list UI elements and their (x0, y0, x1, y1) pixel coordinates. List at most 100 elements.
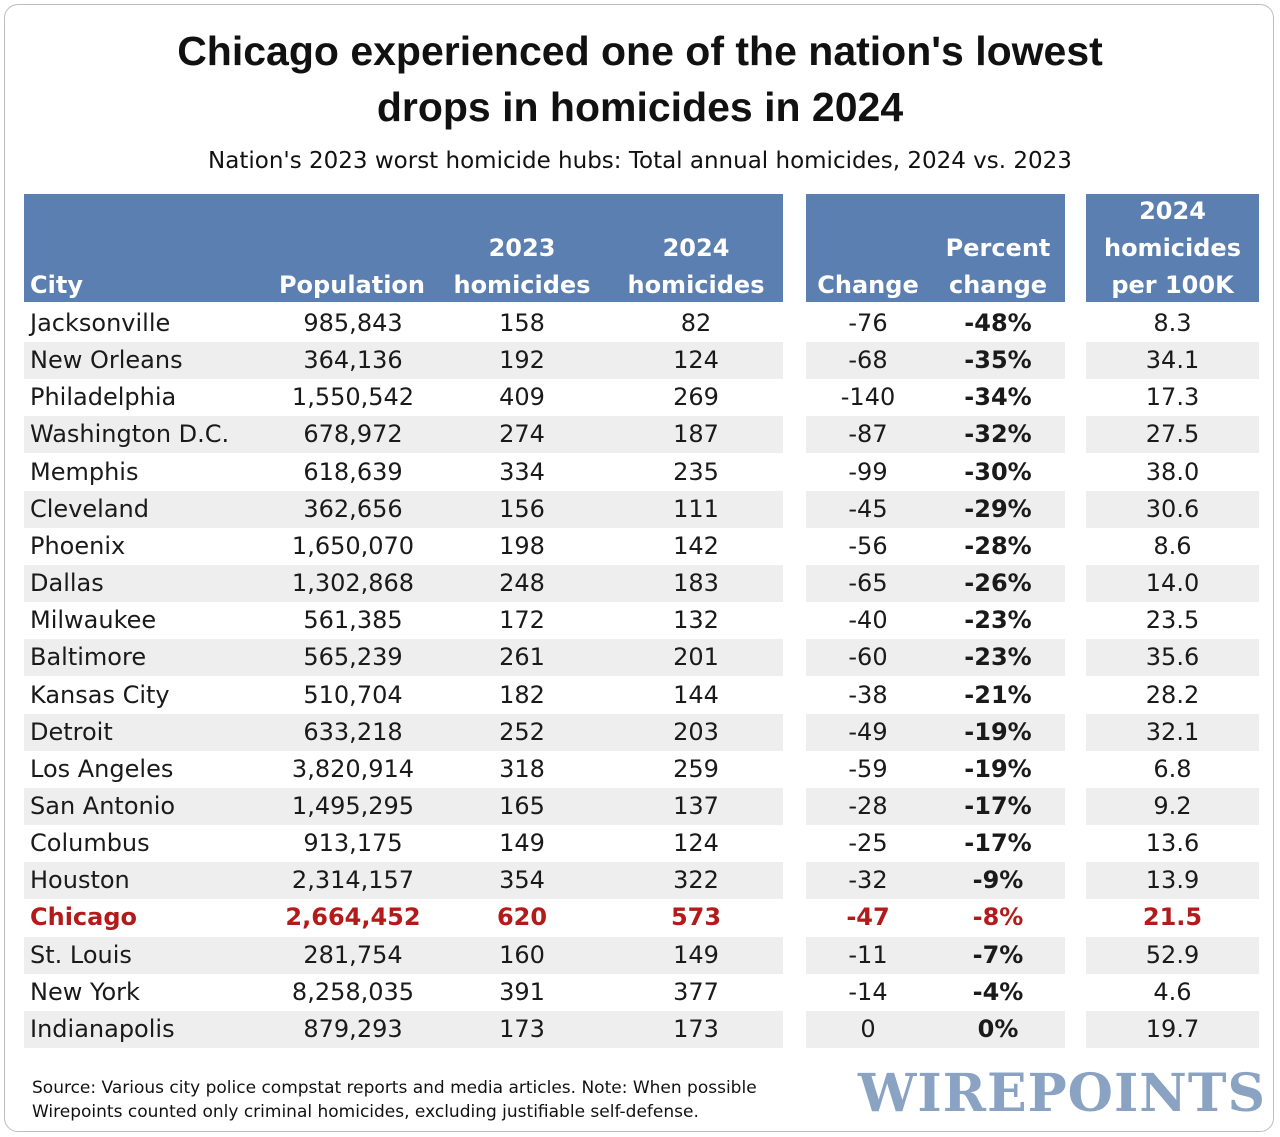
row-stripe (806, 1010, 1065, 1048)
cell-city: New Orleans (30, 346, 183, 375)
cell-homicides-2023: 252 (499, 717, 545, 746)
cell-percent-change: 0% (977, 1014, 1019, 1043)
cell-population: 8,258,035 (291, 977, 415, 1006)
cell-change: -11 (848, 940, 888, 969)
cell-change: -87 (848, 420, 888, 449)
cell-population: 510,704 (303, 680, 403, 709)
row-stripe (1086, 490, 1259, 528)
source-note: Source: Various city police compstat rep… (32, 1076, 757, 1124)
cell-city: San Antonio (30, 791, 176, 820)
cell-change: -65 (848, 569, 888, 598)
cell-homicides-2023: 149 (499, 829, 545, 858)
cell-per-100k: 19.7 (1145, 1014, 1200, 1043)
cell-homicides-2024: 201 (673, 643, 719, 672)
cell-city: Columbus (30, 829, 150, 858)
cell-population: 2,664,452 (285, 903, 421, 932)
cell-city: New York (30, 977, 140, 1006)
cell-per-100k: 38.0 (1145, 457, 1200, 486)
cell-city: Kansas City (30, 680, 170, 709)
cell-change: -49 (848, 717, 888, 746)
cell-percent-change: -34% (964, 383, 1032, 412)
cell-homicides-2024: 111 (673, 494, 719, 523)
cell-homicides-2023: 192 (499, 346, 545, 375)
cell-change: -14 (848, 977, 888, 1006)
cell-homicides-2024: 124 (673, 829, 719, 858)
row-stripe (1086, 787, 1259, 825)
cell-city: St. Louis (30, 940, 132, 969)
cell-city: Jacksonville (30, 309, 171, 337)
cell-change: -38 (848, 680, 888, 709)
header-block-main (24, 194, 783, 302)
cell-homicides-2024: 183 (673, 569, 719, 598)
cell-per-100k: 8.6 (1153, 531, 1192, 560)
cell-change: -45 (848, 494, 888, 523)
header-city: City (30, 271, 83, 299)
cell-population: 985,843 (303, 309, 403, 337)
cell-change: -25 (848, 829, 888, 858)
cell-population: 561,385 (303, 606, 403, 635)
header-2023-line-1: 2023 (488, 234, 556, 262)
row-stripe (806, 490, 1065, 528)
cell-city: Los Angeles (30, 754, 174, 783)
cell-change: -47 (846, 903, 890, 932)
cell-homicides-2024: 132 (673, 606, 719, 635)
cell-per-100k: 23.5 (1145, 606, 1200, 635)
cell-per-100k: 27.5 (1145, 420, 1200, 449)
header-change: Change (817, 271, 919, 299)
header-2024-line-1: 2024 (662, 234, 730, 262)
row-stripe (24, 936, 783, 974)
cell-population: 678,972 (303, 420, 403, 449)
cell-percent-change: -21% (964, 680, 1032, 709)
cell-per-100k: 9.2 (1153, 791, 1192, 820)
cell-city: Phoenix (30, 531, 126, 560)
row-stripe (806, 862, 1065, 900)
cell-percent-change: -48% (964, 309, 1032, 337)
header-2023-line-2: homicides (453, 271, 591, 299)
header-percent-line-2: change (948, 271, 1048, 299)
cell-change: -40 (848, 606, 888, 635)
cell-change: -59 (848, 754, 888, 783)
cell-population: 1,495,295 (291, 791, 415, 820)
cell-percent-change: -32% (964, 420, 1032, 449)
row-stripe (1086, 713, 1259, 751)
row-stripe (24, 713, 783, 751)
cell-city: Philadelphia (30, 383, 177, 412)
chart-title-line-2: drops in homicides in 2024 (376, 84, 904, 130)
cell-homicides-2024: 149 (673, 940, 719, 969)
cell-homicides-2024: 269 (673, 383, 719, 412)
row-stripe (24, 490, 783, 528)
cell-population: 362,656 (303, 494, 403, 523)
cell-percent-change: -30% (964, 457, 1032, 486)
cell-population: 2,314,157 (291, 866, 415, 895)
cell-change: -32 (848, 866, 888, 895)
row-stripe (806, 342, 1065, 380)
cell-per-100k: 17.3 (1145, 383, 1200, 412)
cell-city: Dallas (30, 569, 104, 598)
row-stripe (24, 1010, 783, 1048)
cell-homicides-2023: 248 (499, 569, 545, 598)
cell-homicides-2024: 124 (673, 346, 719, 375)
cell-homicides-2023: 354 (499, 866, 545, 895)
cell-homicides-2023: 156 (499, 494, 545, 523)
cell-per-100k: 30.6 (1145, 494, 1200, 523)
chart-subtitle: Nation's 2023 worst homicide hubs: Total… (208, 148, 1072, 174)
cell-city: Milwaukee (30, 606, 157, 635)
header-rate-line-3: per 100K (1111, 271, 1234, 299)
cell-change: -99 (848, 457, 888, 486)
row-stripe (1086, 342, 1259, 380)
cell-per-100k: 4.6 (1153, 977, 1192, 1006)
cell-change: -76 (848, 309, 888, 337)
cell-percent-change: -7% (972, 940, 1024, 969)
cell-population: 913,175 (303, 829, 403, 858)
cell-homicides-2024: 187 (673, 420, 719, 449)
cell-percent-change: -19% (964, 717, 1032, 746)
cell-homicides-2023: 391 (499, 977, 545, 1006)
cell-percent-change: -17% (964, 829, 1032, 858)
cell-homicides-2023: 409 (499, 383, 545, 412)
row-stripe (1086, 862, 1259, 900)
row-stripe (806, 416, 1065, 454)
cell-homicides-2023: 274 (499, 420, 545, 449)
wirepoints-logo: WIREPOINTS (858, 1063, 1267, 1124)
cell-homicides-2023: 620 (496, 903, 548, 932)
cell-homicides-2023: 182 (499, 680, 545, 709)
